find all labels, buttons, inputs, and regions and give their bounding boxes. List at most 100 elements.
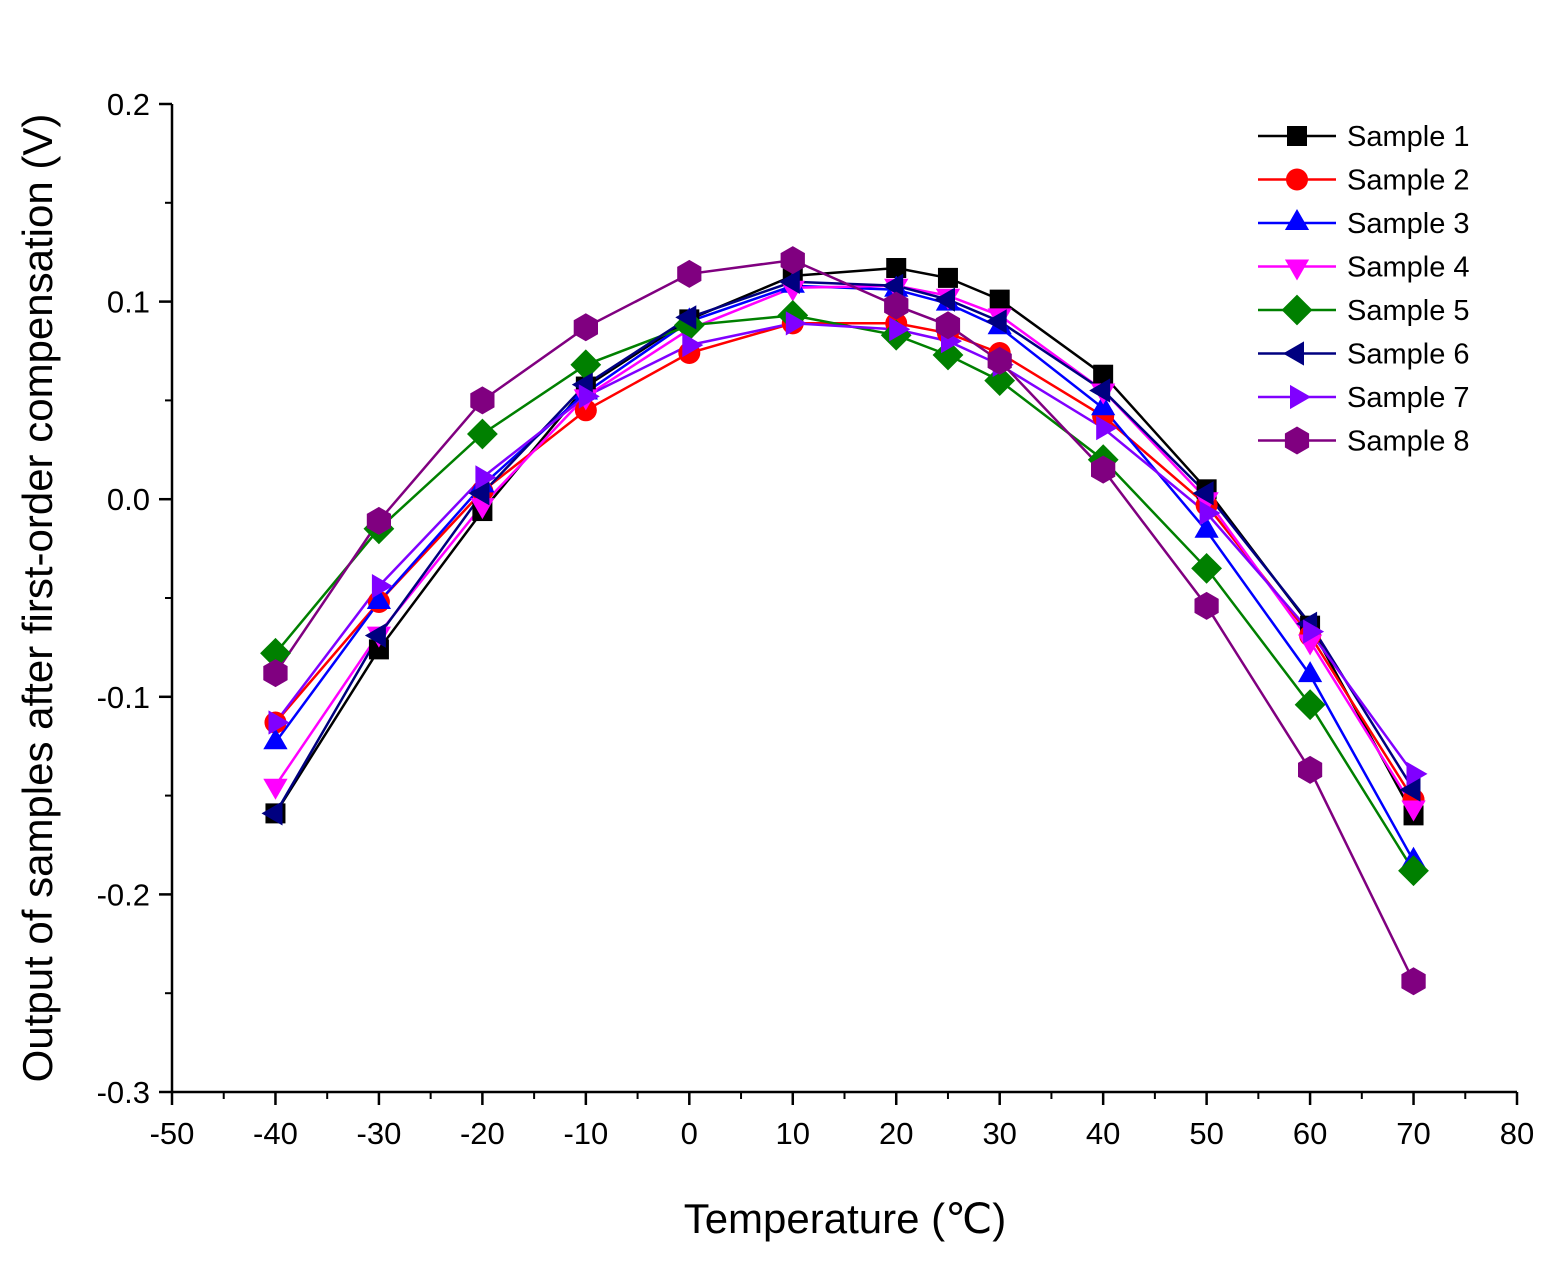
series-3-point [366, 588, 391, 609]
legend-marker [1287, 126, 1307, 146]
series-5-point [1191, 553, 1222, 584]
y-tick-label: -0.2 [97, 877, 150, 912]
x-tick-label: 60 [1293, 1116, 1327, 1151]
series-line-5 [274, 314, 1415, 872]
series-7-point [475, 465, 497, 490]
x-tick-label: 50 [1189, 1116, 1223, 1151]
x-tick-label: -10 [563, 1116, 608, 1151]
series-6-point [1192, 481, 1214, 506]
x-tick-label: -20 [460, 1116, 505, 1151]
x-tick-label: -40 [253, 1116, 298, 1151]
series-7-point [1096, 415, 1118, 441]
legend-marker [1286, 168, 1308, 191]
plot-lines [274, 258, 1415, 982]
legend-marker [1281, 294, 1313, 326]
series-1-point [886, 258, 907, 279]
y-axis-title: Output of samples after first-order comp… [14, 114, 61, 1083]
series-7-point [1199, 500, 1221, 526]
series-8-point [1401, 967, 1426, 996]
series-6-point [778, 269, 800, 294]
x-tick-label: 30 [982, 1116, 1016, 1151]
series-7-point [371, 574, 393, 599]
legend-marker [1284, 426, 1310, 455]
x-tick-label: 20 [879, 1116, 913, 1151]
series-3-point [1298, 661, 1323, 683]
series-4-point [263, 778, 288, 800]
series-7-point [785, 311, 807, 336]
series-7-point [268, 710, 290, 735]
series-7-point [578, 384, 600, 409]
series-8-point [366, 506, 391, 535]
series-8-point [1298, 755, 1323, 784]
series-line-3 [274, 284, 1415, 862]
legend-marker [1290, 384, 1311, 410]
legend-marker [1283, 341, 1304, 366]
series-8-point [1091, 455, 1116, 484]
y-tick-label: -0.3 [97, 1075, 150, 1110]
series-8-point [677, 259, 702, 288]
legend-label: Sample 2 [1347, 165, 1470, 197]
series-5-point [1398, 855, 1429, 887]
series-7-point [889, 317, 911, 342]
series-1-point [937, 267, 958, 288]
legend-label: Sample 1 [1347, 121, 1470, 153]
series-6-point [1399, 777, 1421, 802]
series-8-point [263, 659, 288, 688]
series-6-point [261, 801, 283, 826]
series-line-8 [274, 258, 1415, 982]
series-1-point [989, 289, 1010, 310]
legend-label: Sample 4 [1347, 252, 1470, 284]
x-tick-label: 0 [681, 1116, 698, 1151]
series-3-point [263, 728, 288, 750]
x-tick-label: 40 [1086, 1116, 1120, 1151]
series-7-point [1406, 761, 1428, 786]
series-6-point [364, 623, 386, 648]
legend-label: Sample 3 [1347, 208, 1470, 240]
x-tick-label: -30 [357, 1116, 402, 1151]
series-8-point [884, 291, 909, 320]
series-8-point [935, 311, 961, 340]
y-tick-label: 0.2 [107, 87, 150, 122]
legend: Sample 1 Sample 2 Sample 3 Sample 4 Sample 5… [1258, 121, 1470, 458]
y-tick-label: -0.1 [97, 680, 150, 715]
series-5-point [260, 637, 291, 669]
series-8-point [470, 386, 495, 415]
legend-label: Sample 6 [1347, 339, 1470, 371]
series-8-point [987, 346, 1012, 375]
series-7-point [1303, 619, 1325, 644]
series-4-point [1401, 800, 1426, 822]
series-3-point [1091, 394, 1116, 416]
series-5-point [1294, 689, 1326, 721]
y-tick-label: 0.0 [107, 482, 150, 517]
series-8-point [780, 246, 805, 275]
legend-marker [1284, 209, 1310, 230]
series-6-point [882, 273, 904, 298]
plot-markers [260, 246, 1429, 996]
series-5-point [984, 365, 1016, 396]
legend-marker [1284, 259, 1310, 281]
series-5-point [467, 418, 498, 450]
series-5-point [570, 349, 602, 381]
series-line-4 [274, 284, 1415, 809]
legend-label: Sample 7 [1347, 382, 1470, 414]
axes: -50 -40 -30 -20 -10 0 10 20 30 40 50 60 70 80 -0.3 -0.2… [97, 87, 1535, 1151]
x-axis-title: Temperature (℃) [684, 1195, 1007, 1242]
series-8-point [1194, 591, 1219, 620]
y-tick-label: 0.1 [107, 285, 150, 320]
series-7-point [682, 332, 704, 358]
series-6-point [985, 309, 1007, 334]
series-8-point [573, 313, 598, 342]
series-6-point [934, 287, 955, 312]
series-3-point [1194, 516, 1219, 538]
legend-label: Sample 8 [1347, 426, 1470, 458]
series-6-point [1089, 378, 1111, 403]
series-6-point [468, 481, 490, 506]
x-tick-label: -50 [150, 1116, 195, 1151]
x-tick-label: 80 [1500, 1116, 1534, 1151]
series-6-point [675, 305, 697, 330]
legend-label: Sample 5 [1347, 295, 1470, 327]
x-tick-label: 70 [1396, 1116, 1430, 1151]
x-tick-label: 10 [776, 1116, 810, 1151]
series-5-point [932, 339, 964, 371]
